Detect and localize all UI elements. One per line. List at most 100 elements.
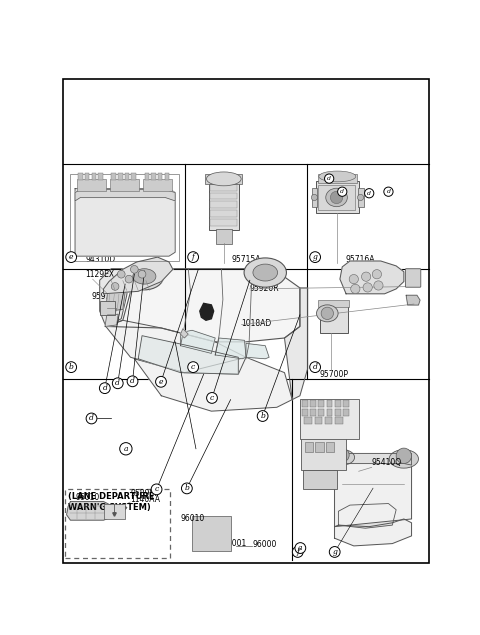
FancyBboxPatch shape <box>358 188 363 207</box>
FancyBboxPatch shape <box>216 229 232 244</box>
Polygon shape <box>104 257 173 294</box>
FancyBboxPatch shape <box>85 173 89 180</box>
FancyBboxPatch shape <box>118 173 122 180</box>
Ellipse shape <box>316 305 338 322</box>
Circle shape <box>156 377 167 387</box>
Polygon shape <box>138 336 238 374</box>
FancyBboxPatch shape <box>318 300 349 307</box>
Text: d: d <box>89 415 94 422</box>
FancyBboxPatch shape <box>305 442 313 451</box>
FancyBboxPatch shape <box>318 409 324 416</box>
FancyBboxPatch shape <box>315 417 322 424</box>
Circle shape <box>312 194 317 201</box>
FancyBboxPatch shape <box>104 504 125 519</box>
Text: d: d <box>340 189 344 194</box>
Text: 95920B: 95920B <box>92 291 121 309</box>
Circle shape <box>188 251 199 262</box>
FancyBboxPatch shape <box>210 192 238 199</box>
Circle shape <box>349 274 359 284</box>
FancyBboxPatch shape <box>318 185 355 210</box>
FancyBboxPatch shape <box>100 301 115 315</box>
Circle shape <box>127 376 138 387</box>
Polygon shape <box>246 344 269 359</box>
Text: c: c <box>191 363 195 371</box>
Text: f: f <box>296 548 299 556</box>
Text: 96010: 96010 <box>75 493 99 502</box>
FancyBboxPatch shape <box>78 173 83 180</box>
Circle shape <box>99 383 110 394</box>
Text: 94310D: 94310D <box>85 255 115 264</box>
Text: d: d <box>327 176 331 181</box>
FancyBboxPatch shape <box>303 471 336 489</box>
Text: 95715A: 95715A <box>231 255 261 264</box>
Text: e: e <box>159 378 163 386</box>
FancyBboxPatch shape <box>205 174 242 184</box>
Text: 1018AD: 1018AD <box>241 319 272 328</box>
Text: 95890F: 95890F <box>128 489 159 504</box>
Circle shape <box>206 392 217 403</box>
FancyBboxPatch shape <box>77 179 106 191</box>
Circle shape <box>125 275 133 283</box>
Text: 94197: 94197 <box>93 249 117 258</box>
Circle shape <box>329 547 340 558</box>
Text: a: a <box>298 544 302 552</box>
FancyBboxPatch shape <box>110 179 139 191</box>
Text: c: c <box>210 394 214 402</box>
Ellipse shape <box>389 450 419 468</box>
Text: 96010: 96010 <box>180 514 205 523</box>
Text: d: d <box>312 363 318 371</box>
FancyBboxPatch shape <box>335 409 341 416</box>
Circle shape <box>295 543 306 554</box>
FancyBboxPatch shape <box>210 210 238 217</box>
Circle shape <box>324 174 334 184</box>
Text: f: f <box>192 253 194 261</box>
Text: g: g <box>312 253 318 261</box>
Text: c: c <box>155 485 159 493</box>
Text: d: d <box>102 384 107 392</box>
Text: 95700P: 95700P <box>320 370 349 378</box>
Circle shape <box>358 194 364 201</box>
Circle shape <box>374 281 383 290</box>
Ellipse shape <box>133 269 156 284</box>
Circle shape <box>336 448 349 462</box>
Circle shape <box>181 483 192 494</box>
FancyBboxPatch shape <box>406 269 421 287</box>
Polygon shape <box>340 261 404 294</box>
Ellipse shape <box>125 263 164 290</box>
Polygon shape <box>100 269 131 326</box>
Circle shape <box>112 378 123 389</box>
FancyBboxPatch shape <box>326 409 333 416</box>
FancyBboxPatch shape <box>125 173 129 180</box>
Text: e: e <box>69 253 73 261</box>
Polygon shape <box>106 269 300 342</box>
FancyBboxPatch shape <box>132 173 136 180</box>
FancyBboxPatch shape <box>318 174 357 183</box>
Text: (LANE DEPARTURE
WARN'G SYSTEM): (LANE DEPARTURE WARN'G SYSTEM) <box>68 493 155 512</box>
Text: 96001: 96001 <box>214 538 247 547</box>
Circle shape <box>337 187 347 196</box>
Polygon shape <box>105 314 118 326</box>
FancyBboxPatch shape <box>165 173 169 180</box>
FancyBboxPatch shape <box>316 182 359 213</box>
Circle shape <box>111 283 119 290</box>
Circle shape <box>120 443 132 455</box>
FancyBboxPatch shape <box>151 173 156 180</box>
Text: d: d <box>115 379 120 387</box>
Circle shape <box>118 271 125 278</box>
FancyBboxPatch shape <box>302 409 308 416</box>
Polygon shape <box>180 329 188 338</box>
FancyBboxPatch shape <box>318 400 324 407</box>
Polygon shape <box>285 288 308 399</box>
FancyBboxPatch shape <box>312 188 317 207</box>
Polygon shape <box>215 338 246 359</box>
Polygon shape <box>75 189 175 256</box>
FancyBboxPatch shape <box>158 173 162 180</box>
Text: g: g <box>332 548 337 556</box>
FancyBboxPatch shape <box>92 173 96 180</box>
FancyBboxPatch shape <box>326 400 333 407</box>
Circle shape <box>351 284 360 293</box>
Text: 95920R: 95920R <box>250 284 279 293</box>
Polygon shape <box>335 457 411 526</box>
Circle shape <box>138 271 146 278</box>
Circle shape <box>372 270 382 279</box>
